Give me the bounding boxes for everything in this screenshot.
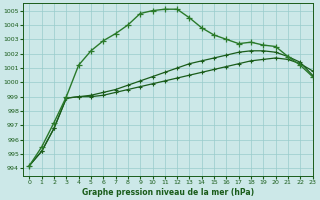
X-axis label: Graphe pression niveau de la mer (hPa): Graphe pression niveau de la mer (hPa)	[82, 188, 254, 197]
